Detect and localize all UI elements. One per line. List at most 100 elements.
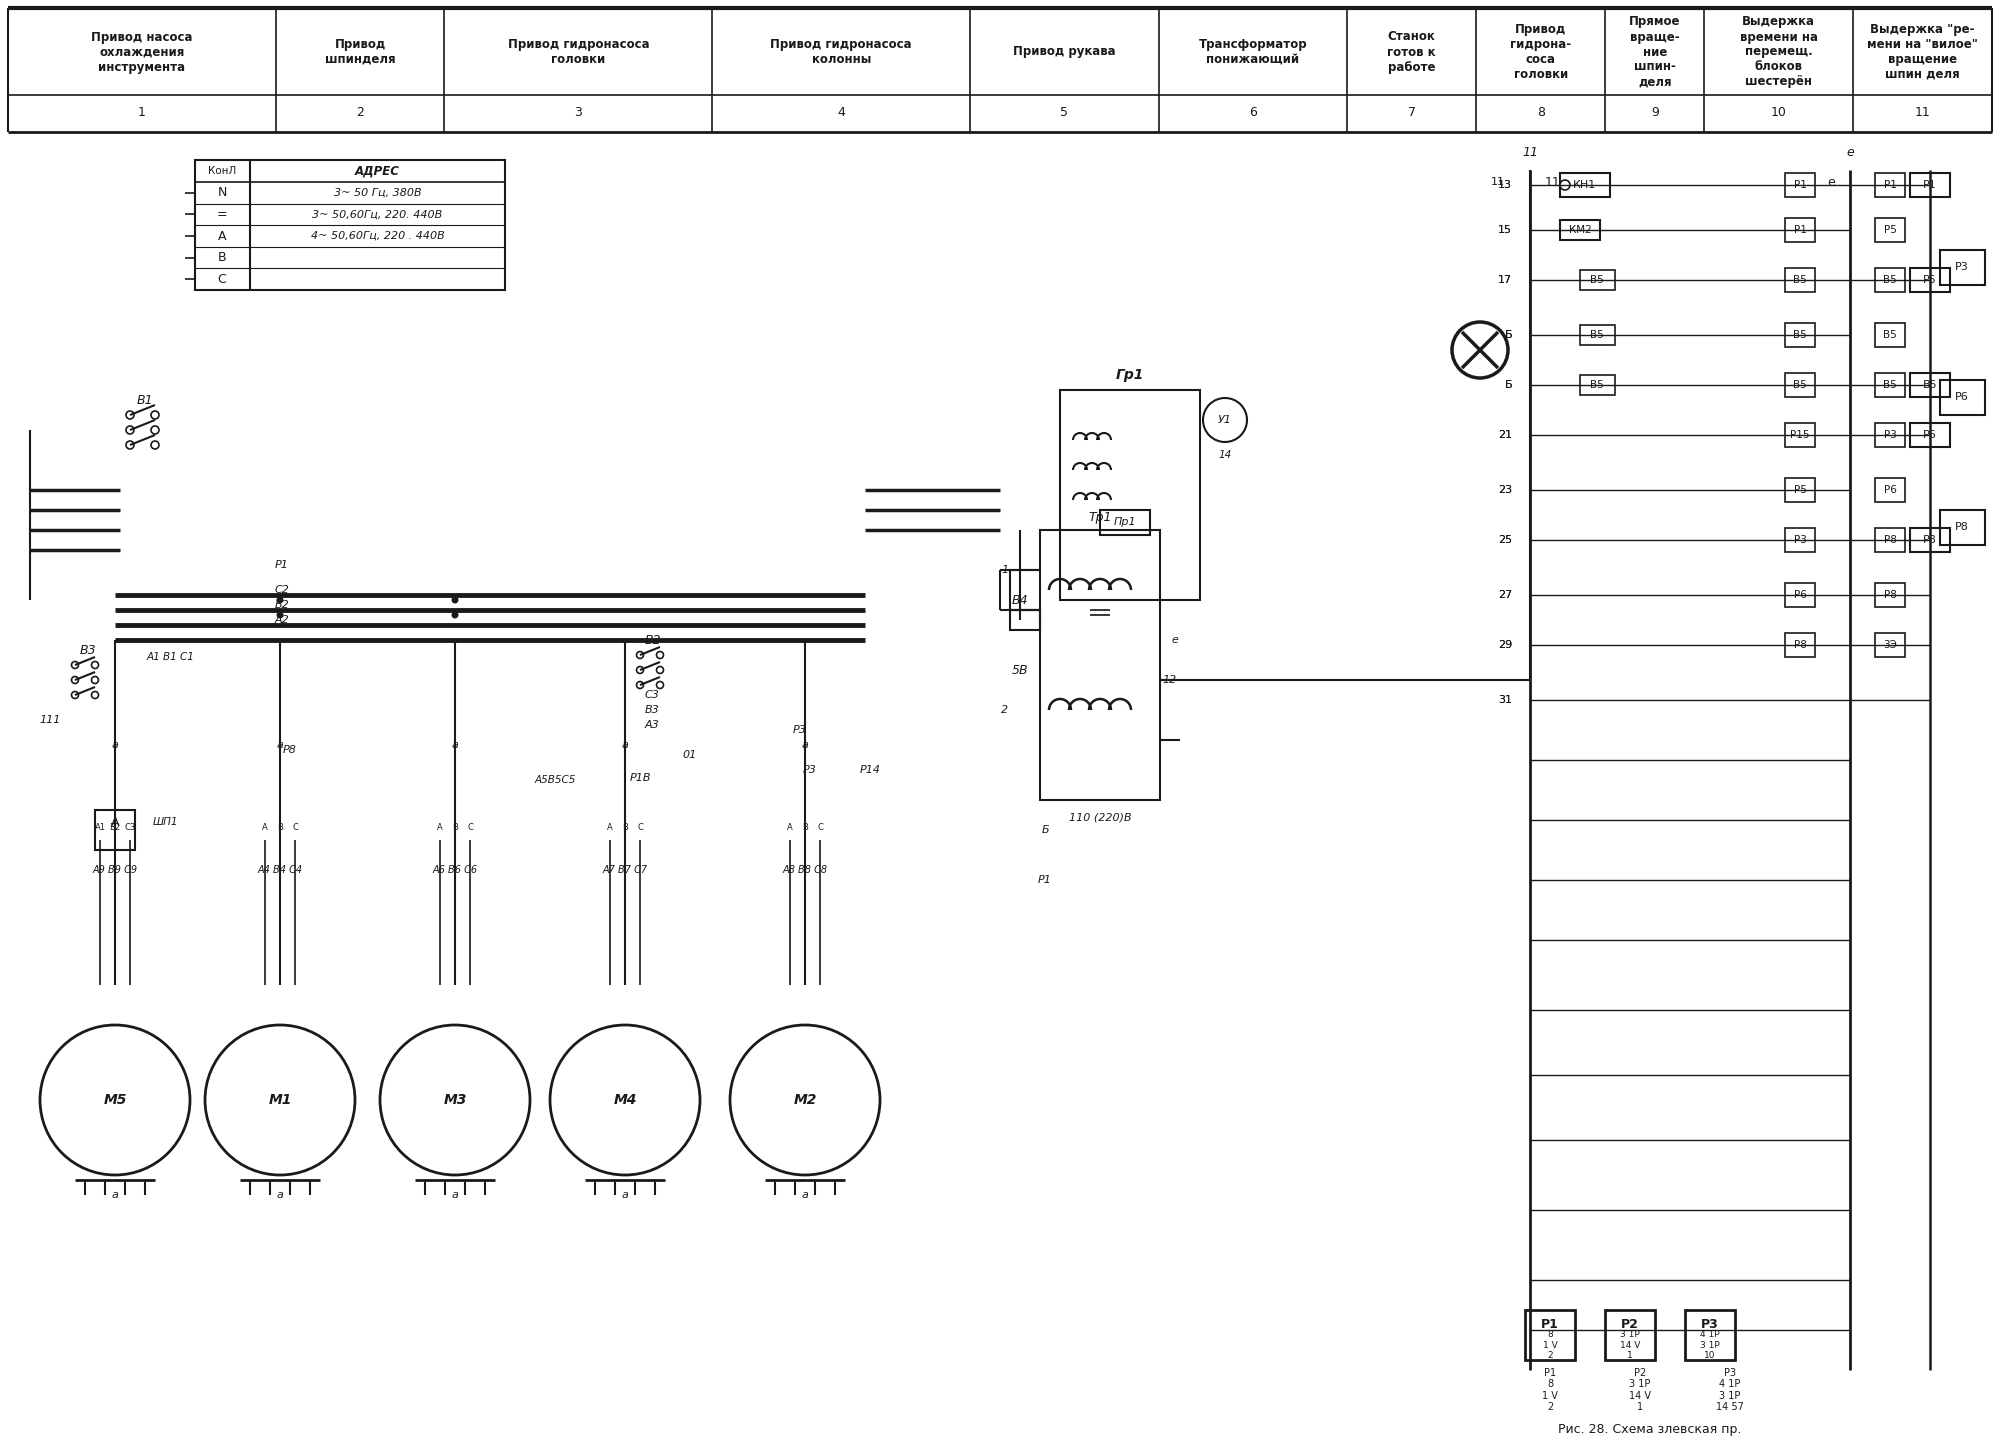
Text: P1
8
1 V
2: P1 8 1 V 2 bbox=[1542, 1368, 1558, 1412]
Text: B1: B1 bbox=[136, 394, 154, 407]
Text: Р1: Р1 bbox=[1038, 875, 1052, 885]
Circle shape bbox=[72, 676, 78, 683]
Text: М3: М3 bbox=[444, 1093, 466, 1106]
Text: C2: C2 bbox=[276, 585, 290, 595]
Bar bbox=[1580, 326, 1616, 345]
Bar bbox=[1910, 173, 1950, 196]
Text: 11: 11 bbox=[1522, 145, 1538, 158]
Text: 5: 5 bbox=[1060, 106, 1068, 119]
Text: 27: 27 bbox=[1498, 590, 1512, 601]
Text: 4 1P
3 1P
10: 4 1P 3 1P 10 bbox=[1700, 1330, 1720, 1359]
Bar bbox=[1876, 323, 1904, 348]
Text: A7 B7 C7: A7 B7 C7 bbox=[602, 865, 648, 875]
Text: 29: 29 bbox=[1498, 640, 1512, 650]
Text: Р3: Р3 bbox=[1956, 262, 1968, 272]
Text: P5: P5 bbox=[1924, 275, 1936, 285]
Text: М1: М1 bbox=[268, 1093, 292, 1106]
Text: М4: М4 bbox=[614, 1093, 636, 1106]
Text: Р5: Р5 bbox=[1884, 225, 1896, 236]
Text: Р6: Р6 bbox=[1924, 430, 1936, 441]
Text: У1: У1 bbox=[1218, 414, 1232, 425]
Bar bbox=[1786, 583, 1816, 606]
Circle shape bbox=[72, 662, 78, 669]
Text: 25: 25 bbox=[1498, 535, 1512, 545]
Circle shape bbox=[276, 612, 284, 618]
Text: Пр1: Пр1 bbox=[1114, 518, 1136, 526]
Text: a: a bbox=[452, 740, 458, 750]
Bar bbox=[1580, 375, 1616, 395]
Text: Б: Б bbox=[1504, 330, 1512, 340]
Bar bbox=[1876, 173, 1904, 196]
Text: a: a bbox=[112, 1189, 118, 1200]
Circle shape bbox=[636, 651, 644, 659]
Bar bbox=[196, 160, 504, 289]
Text: 8: 8 bbox=[1536, 106, 1544, 119]
Text: a: a bbox=[622, 740, 628, 750]
Text: 4: 4 bbox=[838, 106, 846, 119]
Text: В5: В5 bbox=[1794, 275, 1806, 285]
Bar bbox=[1060, 390, 1200, 601]
Text: 13: 13 bbox=[1498, 180, 1512, 190]
Bar bbox=[1876, 583, 1904, 606]
Text: A: A bbox=[438, 823, 442, 833]
Text: 23: 23 bbox=[1498, 486, 1512, 494]
Bar bbox=[1786, 323, 1816, 348]
Text: Р6: Р6 bbox=[1884, 486, 1896, 494]
Bar bbox=[1940, 510, 1984, 545]
Circle shape bbox=[72, 692, 78, 698]
Text: 11: 11 bbox=[1492, 177, 1506, 188]
Text: B3: B3 bbox=[80, 644, 96, 657]
Bar bbox=[1684, 1310, 1736, 1359]
Text: КН1: КН1 bbox=[1574, 180, 1596, 190]
Bar bbox=[1876, 478, 1904, 502]
Text: Р6: Р6 bbox=[1956, 393, 1968, 401]
Text: A5B5C5: A5B5C5 bbox=[534, 775, 576, 785]
Text: A: A bbox=[788, 823, 792, 833]
Text: Б: Б bbox=[1042, 824, 1048, 835]
Text: N: N bbox=[218, 186, 226, 199]
Text: Р8: Р8 bbox=[1794, 640, 1806, 650]
Text: 6: 6 bbox=[1250, 106, 1256, 119]
Text: P3: P3 bbox=[804, 765, 816, 775]
Circle shape bbox=[126, 426, 134, 433]
Text: Трансформатор
понижающий: Трансформатор понижающий bbox=[1198, 38, 1308, 65]
Circle shape bbox=[92, 676, 98, 683]
Text: P1: P1 bbox=[1794, 180, 1806, 190]
Bar bbox=[1786, 423, 1816, 446]
Text: P1: P1 bbox=[1794, 225, 1806, 236]
Text: В5: В5 bbox=[1884, 275, 1896, 285]
Text: М2: М2 bbox=[794, 1093, 816, 1106]
Text: P3: P3 bbox=[794, 726, 806, 736]
Text: В5: В5 bbox=[1884, 379, 1896, 390]
Text: Выдержка "ре-
мени на "вилое"
вращение
шпин деля: Выдержка "ре- мени на "вилое" вращение ш… bbox=[1868, 23, 1978, 81]
Text: 31: 31 bbox=[1498, 695, 1512, 705]
Text: Р8: Р8 bbox=[1924, 535, 1936, 545]
Circle shape bbox=[656, 651, 664, 659]
Text: АДРЕС: АДРЕС bbox=[356, 164, 400, 177]
Bar bbox=[1940, 250, 1984, 285]
Text: C: C bbox=[218, 273, 226, 285]
Circle shape bbox=[550, 1025, 700, 1175]
Text: 15: 15 bbox=[1498, 225, 1512, 236]
Text: A: A bbox=[110, 816, 120, 829]
Text: Б: Б bbox=[1504, 379, 1512, 390]
Bar bbox=[1100, 510, 1150, 535]
Circle shape bbox=[452, 596, 458, 603]
Bar bbox=[1560, 220, 1600, 240]
Circle shape bbox=[380, 1025, 530, 1175]
Text: 27: 27 bbox=[1498, 590, 1512, 601]
Text: a: a bbox=[276, 740, 284, 750]
Text: C: C bbox=[468, 823, 472, 833]
Text: A1 B1 C1: A1 B1 C1 bbox=[146, 651, 194, 662]
Bar bbox=[1910, 423, 1950, 446]
Text: P1: P1 bbox=[1924, 180, 1936, 190]
Circle shape bbox=[126, 441, 134, 449]
Bar bbox=[1876, 423, 1904, 446]
Text: B3: B3 bbox=[644, 705, 660, 715]
Bar bbox=[1940, 379, 1984, 414]
Text: P2
3 1P
14 V
1: P2 3 1P 14 V 1 bbox=[1628, 1368, 1652, 1412]
Text: 21: 21 bbox=[1498, 430, 1512, 441]
Text: Р15: Р15 bbox=[1790, 430, 1810, 441]
Text: C: C bbox=[638, 823, 642, 833]
Text: В5: В5 bbox=[1590, 379, 1604, 390]
